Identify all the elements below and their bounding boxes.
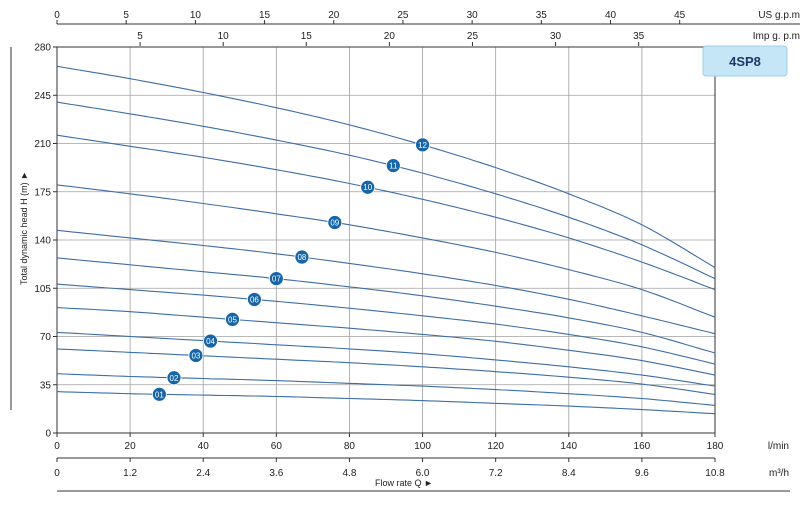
stage-badge-label-08: 08 [297,253,306,262]
curve-09 [56,184,716,318]
impgpm-tick-label: 35 [633,31,645,42]
usgpm-tick-label: 15 [259,10,271,21]
usgpm-tick-label: 35 [536,10,548,21]
stage-badge-12 [415,137,430,153]
stage-badge-01 [151,386,167,402]
impgpm-tick-label: 15 [301,31,313,42]
x-tick-label: 160 [634,441,651,452]
usgpm-tick-label: 0 [54,10,60,21]
m3h-tick-label: 6.0 [416,468,430,479]
x-tick-label: 60 [271,441,283,452]
impgpm-tick-label: 25 [467,31,479,42]
m3h-tick-label: 0 [54,468,60,479]
y-axis-title: Total dynamic head H (m) ► [19,171,29,285]
stage-badge-label-12: 12 [418,141,427,150]
x-tick-label: 180 [707,441,724,452]
y-tick-label: 70 [40,332,52,343]
model-label: 4SP8 [729,54,761,69]
y-tick-label: 105 [34,284,51,295]
x-unit-m3h: m³/h [769,468,789,479]
curve-04 [56,331,716,387]
y-tick-label: 280 [34,43,51,54]
stage-badge-label-03: 03 [191,351,200,360]
impgpm-tick-label: 10 [218,31,230,42]
stage-badge-label-01: 01 [155,390,164,399]
stage-badge-label-11: 11 [389,162,398,171]
stage-badge-07 [268,271,284,287]
x-tick-label: 80 [344,441,356,452]
x-unit-lmin: l/min [768,441,789,452]
model-box [702,45,788,77]
stage-badge-11 [385,158,401,174]
stage-badge-02 [166,370,182,386]
m3h-tick-label: 7.2 [489,468,503,479]
curve-06 [56,283,716,365]
x-axis-title: Flow rate Q ► [375,478,433,488]
x-tick-label: 100 [414,441,431,452]
m3h-tick-label: 10.8 [705,468,725,479]
curve-05 [56,307,716,376]
stage-badge-08 [294,249,310,265]
usgpm-tick-label: 5 [123,10,129,21]
stage-badge-label-10: 10 [363,183,372,192]
m3h-tick-label: 8.4 [562,468,576,479]
x-tick-label: 40 [198,441,210,452]
usgpm-tick-label: 20 [328,10,340,21]
plot-frame [56,46,716,434]
y-tick-label: 140 [34,236,51,247]
usgpm-tick-label: 40 [605,10,617,21]
curve-07 [56,257,716,354]
curve-10 [56,134,716,291]
usgpm-tick-label: 45 [674,10,686,21]
usgpm-tick-label: 10 [190,10,202,21]
curve-12 [56,65,716,269]
x-unit-impgpm: Imp g. p.m [753,31,800,42]
curve-11 [56,101,716,280]
curve-08 [56,229,716,335]
usgpm-tick-label: 25 [397,10,409,21]
y-tick-label: 210 [34,139,51,150]
x-tick-label: 140 [560,441,577,452]
m3h-tick-label: 2.4 [196,468,210,479]
curve-03 [56,348,716,395]
impgpm-tick-label: 20 [384,31,396,42]
pump-curves [56,65,716,415]
stage-badge-05 [225,312,240,327]
stage-badges: 01 02 03 04 05 06 07 08 09 10 11 12 [151,137,430,402]
m3h-tick-label: 4.8 [342,468,356,479]
y-tick-label: 245 [34,91,51,102]
impgpm-tick-label: 5 [137,31,143,42]
y-tick-label: 35 [40,380,52,391]
stage-badge-label-07: 07 [272,275,281,284]
stage-badge-label-04: 04 [206,337,215,346]
stage-badge-03 [188,348,204,363]
y-tick-label: 0 [45,429,51,440]
stage-badge-label-06: 06 [250,295,259,304]
m3h-tick-label: 9.6 [635,468,649,479]
stage-badge-10 [360,179,376,195]
stage-badge-label-02: 02 [170,374,179,383]
axes [10,20,800,492]
x-unit-usgpm: US g.p.m [758,10,800,21]
stage-badge-label-05: 05 [228,315,237,324]
impgpm-tick-label: 30 [550,31,562,42]
m3h-tick-label: 3.6 [269,468,283,479]
x-tick-label: 0 [54,441,60,452]
stage-badge-09 [327,215,343,230]
stage-badge-04 [203,333,218,349]
y-tick-label: 175 [34,187,51,198]
stage-badge-06 [246,292,262,307]
x-tick-label: 120 [487,441,504,452]
tick-labels: 0 20 40 60 80 100 120 140 160 1800357010514017521… [34,10,725,479]
stage-badge-label-09: 09 [330,218,339,227]
x-tick-label: 20 [125,441,137,452]
m3h-tick-label: 1.2 [123,468,137,479]
usgpm-tick-label: 30 [467,10,479,21]
